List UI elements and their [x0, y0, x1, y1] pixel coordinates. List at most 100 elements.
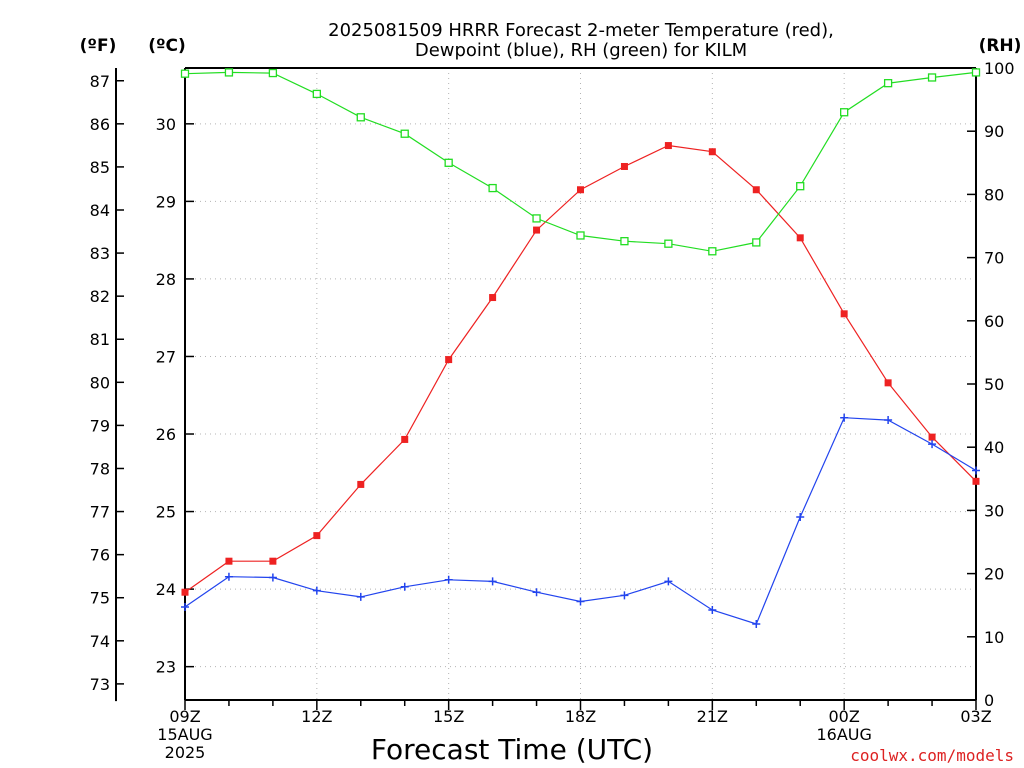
fahrenheit-tick-label: 79: [90, 416, 110, 435]
rh-unit-label: (RH): [979, 36, 1022, 56]
rh-point: [883, 79, 893, 88]
fahrenheit-tick-label: 80: [90, 373, 110, 392]
fahrenheit-tick-label: 73: [90, 675, 110, 694]
x-tick-date-label: 15AUG: [157, 725, 212, 744]
celsius-tick-label: 24: [156, 580, 176, 599]
rh-point: [752, 238, 761, 247]
fahrenheit-tick-label: 87: [90, 72, 110, 91]
temperature-point: [225, 557, 233, 565]
rh-tick-label: 0: [984, 691, 994, 710]
temperature-point: [445, 356, 453, 364]
x-tick-label: 18Z: [565, 707, 596, 726]
x-tick-label: 12Z: [301, 707, 332, 726]
x-axis-title: Forecast Time (UTC): [371, 733, 653, 766]
celsius-tick-label: 28: [156, 270, 176, 289]
dewpoint-point: [400, 582, 409, 591]
rh-tick-label: 90: [984, 122, 1004, 141]
celsius-tick-label: 29: [156, 192, 176, 211]
temperature-point: [664, 142, 672, 150]
dewpoint-point: [444, 575, 453, 584]
temperature-point: [269, 557, 277, 565]
temperature-point: [489, 294, 497, 302]
fahrenheit-tick-label: 85: [90, 158, 110, 177]
dewpoint-point: [620, 591, 629, 600]
x-tick-year-label: 2025: [165, 743, 206, 762]
celsius-tick-label: 30: [156, 115, 176, 134]
rh-point: [796, 182, 805, 191]
rh-tick-label: 20: [984, 565, 1004, 584]
rh-point: [620, 237, 629, 246]
temperature-point: [796, 234, 804, 242]
dewpoint-point: [664, 577, 673, 586]
dewpoint-point: [928, 440, 937, 449]
fahrenheit-tick-label: 78: [90, 459, 110, 478]
temperature-point: [928, 433, 936, 441]
rh-series-line: [184, 71, 977, 252]
rh-tick-label: 60: [984, 312, 1004, 331]
text-layer: 2025081509 HRRR Forecast 2-meter Tempera…: [80, 20, 1022, 766]
x-tick-label: 15Z: [433, 707, 464, 726]
dewpoint-point: [181, 602, 189, 611]
series-layer: [180, 68, 981, 629]
dewpoint-point: [268, 573, 277, 582]
x-tick-label: 21Z: [697, 707, 728, 726]
rh-tick-label: 30: [984, 501, 1004, 520]
temperature-point: [577, 186, 584, 194]
rh-point: [840, 108, 849, 117]
fahrenheit-tick-label: 81: [90, 330, 110, 349]
rh-tick-label: 70: [984, 249, 1004, 268]
fahrenheit-tick-label: 76: [90, 546, 110, 565]
rh-tick-label: 10: [984, 628, 1004, 647]
fahrenheit-tick-label: 75: [90, 589, 110, 608]
dewpoint-point: [752, 620, 761, 629]
temperature-point: [533, 226, 541, 234]
temperature-point: [620, 162, 628, 170]
rh-point: [444, 158, 453, 167]
x-tick-label: 03Z: [960, 707, 991, 726]
dewpoint-point: [356, 592, 365, 601]
axes: [115, 67, 977, 710]
fahrenheit-tick-label: 82: [90, 287, 110, 306]
temperature-point: [752, 186, 760, 194]
dewpoint-point: [224, 572, 233, 581]
temperature-point: [313, 532, 321, 540]
dewpoint-point: [488, 577, 497, 586]
rh-point: [532, 214, 541, 223]
fahrenheit-tick-label: 86: [90, 115, 110, 134]
rh-point: [488, 183, 497, 193]
rh-tick-label: 50: [984, 375, 1004, 394]
temperature-point: [401, 435, 409, 443]
dewpoint-point: [312, 586, 321, 595]
rh-point: [400, 129, 409, 138]
rh-point: [927, 73, 937, 82]
rh-point: [356, 113, 365, 122]
temperature-point: [357, 480, 365, 488]
x-tick-label: 09Z: [169, 707, 200, 726]
rh-point: [664, 239, 673, 248]
chart-title-line-1: 2025081509 HRRR Forecast 2-meter Tempera…: [328, 20, 834, 41]
dewpoint-point: [708, 606, 717, 615]
celsius-unit-label: (ºC): [148, 36, 186, 56]
dewpoint-point: [884, 416, 893, 425]
dewpoint-point: [576, 597, 585, 606]
temperature-point: [972, 477, 980, 485]
celsius-tick-label: 27: [156, 347, 176, 366]
x-tick-date-label: 16AUG: [816, 725, 871, 744]
dewpoint-point: [840, 413, 849, 422]
dewpoint-point: [972, 466, 980, 475]
dewpoint-point: [796, 512, 805, 521]
rh-point: [180, 69, 190, 78]
dewpoint-point: [532, 588, 541, 597]
rh-point: [224, 68, 234, 77]
fahrenheit-unit-label: (ºF): [80, 36, 117, 56]
grid: [185, 68, 976, 700]
rh-point: [971, 68, 981, 77]
rh-point: [268, 68, 278, 78]
rh-tick-label: 100: [984, 59, 1015, 78]
fahrenheit-tick-label: 83: [90, 244, 110, 263]
celsius-tick-label: 25: [156, 503, 176, 522]
rh-tick-label: 40: [984, 438, 1004, 457]
temperature-point: [840, 310, 848, 318]
